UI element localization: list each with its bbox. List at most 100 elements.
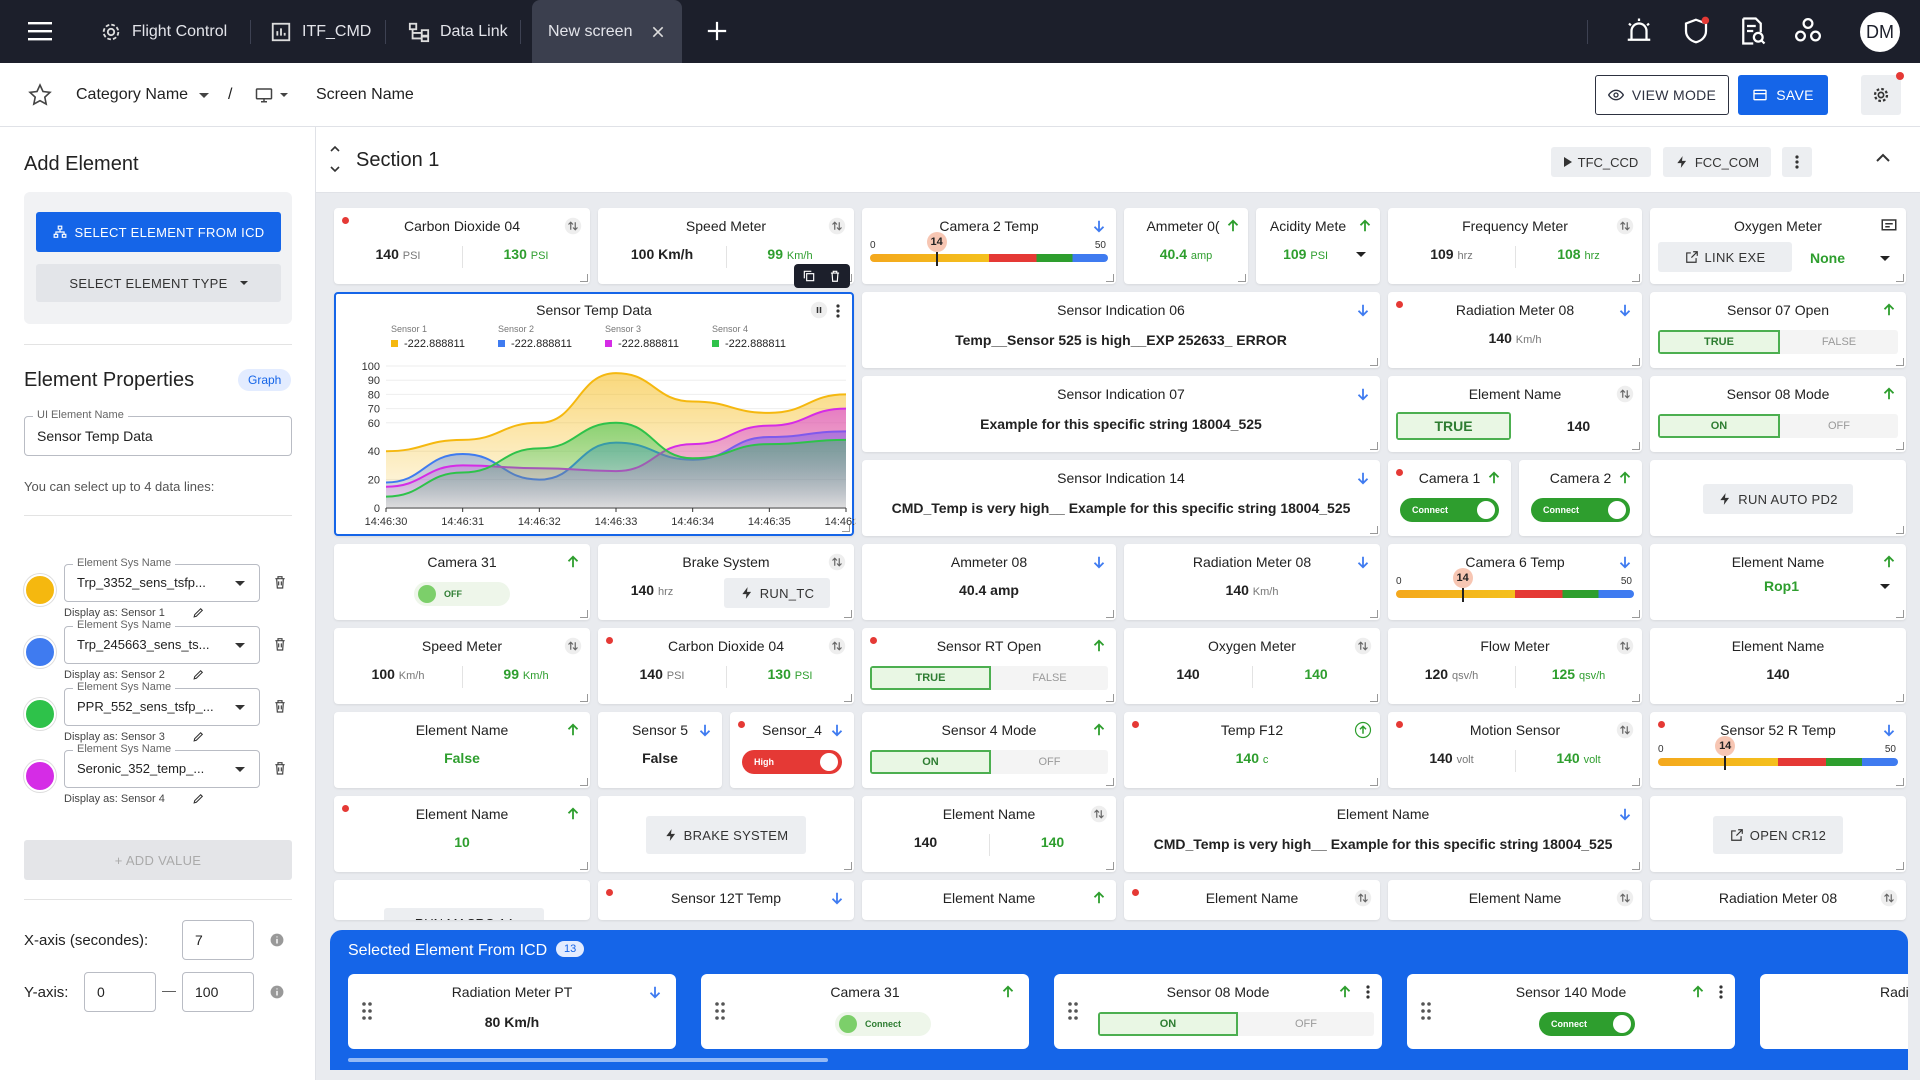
series-color-swatch[interactable] xyxy=(24,698,56,730)
flow-meter-card[interactable]: Flow Meter 120 qsv/h 125 qsv/h xyxy=(1388,628,1642,704)
selected-card[interactable]: Radi xyxy=(1760,974,1908,1049)
sensor-52-r-temp-card[interactable]: Sensor 52 R Temp 0 50 14 xyxy=(1650,712,1906,788)
arrow-down-icon[interactable] xyxy=(1616,805,1634,823)
series-color-swatch[interactable] xyxy=(24,636,56,668)
element-name-true-card[interactable]: Element Name TRUE 140 xyxy=(1388,376,1642,452)
arrow-up-icon[interactable] xyxy=(1485,469,1503,487)
frequency-meter-card[interactable]: Frequency Meter 109 hrz 108 hrz xyxy=(1388,208,1642,284)
resize-handle[interactable] xyxy=(1896,694,1904,702)
open-cr12-button[interactable]: OPEN CR12 xyxy=(1713,816,1843,854)
resize-handle[interactable] xyxy=(1896,358,1904,366)
sort-icon[interactable] xyxy=(1880,889,1898,907)
more-vert-icon[interactable] xyxy=(836,304,840,318)
resize-handle[interactable] xyxy=(844,862,852,870)
resize-handle[interactable] xyxy=(1632,442,1640,450)
edit-icon[interactable] xyxy=(192,730,205,743)
resize-handle[interactable] xyxy=(1896,274,1904,282)
resize-handle[interactable] xyxy=(1896,862,1904,870)
radiation-meter-08-card[interactable]: Radiation Meter 08 140 Km/h xyxy=(1388,292,1642,368)
resize-handle[interactable] xyxy=(1896,442,1904,450)
trash-icon[interactable] xyxy=(272,698,288,714)
element-name-cmd-card[interactable]: Element Name CMD_Temp is very high__ Exam… xyxy=(1124,796,1642,872)
resize-handle[interactable] xyxy=(844,610,852,618)
oxygen-meter-card[interactable]: Oxygen Meter LINK EXE None xyxy=(1650,208,1906,284)
arrow-down-icon[interactable] xyxy=(646,983,664,1001)
acidity-meter-card[interactable]: Acidity Mete 109 PSI xyxy=(1256,208,1380,284)
arrow-up-icon[interactable] xyxy=(999,983,1017,1001)
sensor-4-mode-card[interactable]: Sensor 4 Mode ON OFF xyxy=(862,712,1116,788)
ammeter-08-card[interactable]: Ammeter 08 40.4 amp xyxy=(862,544,1116,620)
speed-meter-card[interactable]: Speed Meter 100 Km/h 99 Km/h xyxy=(598,208,854,288)
select-from-icd-button[interactable]: SELECT ELEMENT FROM ICD xyxy=(36,212,281,252)
resize-handle[interactable] xyxy=(1896,778,1904,786)
chevron-down-icon[interactable] xyxy=(280,93,288,98)
chevron-down-icon[interactable] xyxy=(1880,584,1890,590)
expand-collapse-icon[interactable] xyxy=(330,145,340,173)
toggle-switch[interactable]: TRUE xyxy=(1396,412,1511,440)
resize-handle[interactable] xyxy=(1106,610,1114,618)
fcc-com-button[interactable]: FCC_COM xyxy=(1663,147,1771,177)
more-options-button[interactable] xyxy=(1782,147,1812,177)
partial-card[interactable]: Radiation Meter 08 xyxy=(1650,880,1906,920)
report-search-icon[interactable] xyxy=(1737,16,1767,46)
sort-icon[interactable] xyxy=(564,637,582,655)
add-value-button[interactable]: + ADD VALUE xyxy=(24,840,292,880)
edit-icon[interactable] xyxy=(192,792,205,805)
sensor-5-card[interactable]: Sensor 5 False xyxy=(598,712,722,788)
run-tc-button[interactable]: RUN_TC xyxy=(724,578,830,608)
toggle-switch[interactable]: ON OFF xyxy=(1658,414,1898,438)
drag-handle-icon[interactable] xyxy=(715,1002,727,1020)
resize-handle[interactable] xyxy=(1632,610,1640,618)
arrow-down-icon[interactable] xyxy=(1354,553,1372,571)
edit-icon[interactable] xyxy=(192,668,205,681)
trash-icon[interactable] xyxy=(272,574,288,590)
arrow-down-icon[interactable] xyxy=(828,721,846,739)
resize-handle[interactable] xyxy=(1238,274,1246,282)
resize-handle[interactable] xyxy=(580,778,588,786)
switch-pill[interactable]: Connect xyxy=(1539,1012,1635,1036)
resize-handle[interactable] xyxy=(580,862,588,870)
chevron-down-icon[interactable] xyxy=(1356,252,1366,258)
sort-icon[interactable] xyxy=(564,217,582,235)
ymin-input[interactable]: 0 xyxy=(84,972,156,1012)
close-icon[interactable] xyxy=(650,24,666,40)
resize-handle[interactable] xyxy=(1370,358,1378,366)
ymax-input[interactable]: 100 xyxy=(182,972,254,1012)
camera-2-temp-card[interactable]: Camera 2 Temp 0 50 14 xyxy=(862,208,1116,284)
resize-handle[interactable] xyxy=(1106,778,1114,786)
resize-handle[interactable] xyxy=(842,524,850,532)
sensor-indication-07-card[interactable]: Sensor Indication 07 Example for this spe… xyxy=(862,376,1380,452)
drag-handle-icon[interactable] xyxy=(1421,1002,1433,1020)
sort-icon[interactable] xyxy=(1616,889,1634,907)
link-exe-button[interactable]: LINK EXE xyxy=(1658,242,1792,272)
selected-card[interactable]: Sensor 08 Mode ON OFF xyxy=(1054,974,1382,1049)
select-type-button[interactable]: SELECT ELEMENT TYPE xyxy=(36,264,281,302)
open-cr12-card[interactable]: OPEN CR12 xyxy=(1650,796,1906,872)
partial-card[interactable]: Element Name xyxy=(1388,880,1642,920)
horizontal-scrollbar[interactable] xyxy=(348,1058,828,1062)
arrow-up-icon[interactable] xyxy=(1689,983,1707,1001)
screen-name[interactable]: Screen Name xyxy=(316,86,414,103)
toggle-switch[interactable]: ON OFF xyxy=(870,750,1108,774)
resize-handle[interactable] xyxy=(1106,694,1114,702)
sort-icon[interactable] xyxy=(1616,721,1634,739)
arrow-up-icon[interactable] xyxy=(1224,217,1242,235)
resize-handle[interactable] xyxy=(580,274,588,282)
sort-icon[interactable] xyxy=(1354,889,1372,907)
trash-icon[interactable] xyxy=(272,636,288,652)
arrow-up-icon[interactable] xyxy=(1880,553,1898,571)
chevron-down-icon[interactable] xyxy=(1880,256,1890,262)
toggle-switch[interactable]: TRUE FALSE xyxy=(870,666,1108,690)
arrow-down-icon[interactable] xyxy=(1090,217,1108,235)
element-sys-name-select[interactable]: Element Sys Name PPR_552_sens_tsfp_... xyxy=(64,681,260,726)
tab-flight-control[interactable]: Flight Control xyxy=(100,0,227,63)
view-mode-button[interactable]: VIEW MODE xyxy=(1595,75,1729,115)
resize-handle[interactable] xyxy=(1370,610,1378,618)
arrow-up-icon[interactable] xyxy=(1880,301,1898,319)
sensor-indication-14-card[interactable]: Sensor Indication 14 CMD_Temp is very hig… xyxy=(862,460,1380,536)
chevron-up-icon[interactable] xyxy=(1876,153,1890,163)
edit-icon[interactable] xyxy=(192,606,205,619)
arrow-down-icon[interactable] xyxy=(1616,301,1634,319)
brake-system-card[interactable]: Brake System 140 hrz RUN_TC xyxy=(598,544,854,620)
settings-button[interactable] xyxy=(1861,72,1904,115)
